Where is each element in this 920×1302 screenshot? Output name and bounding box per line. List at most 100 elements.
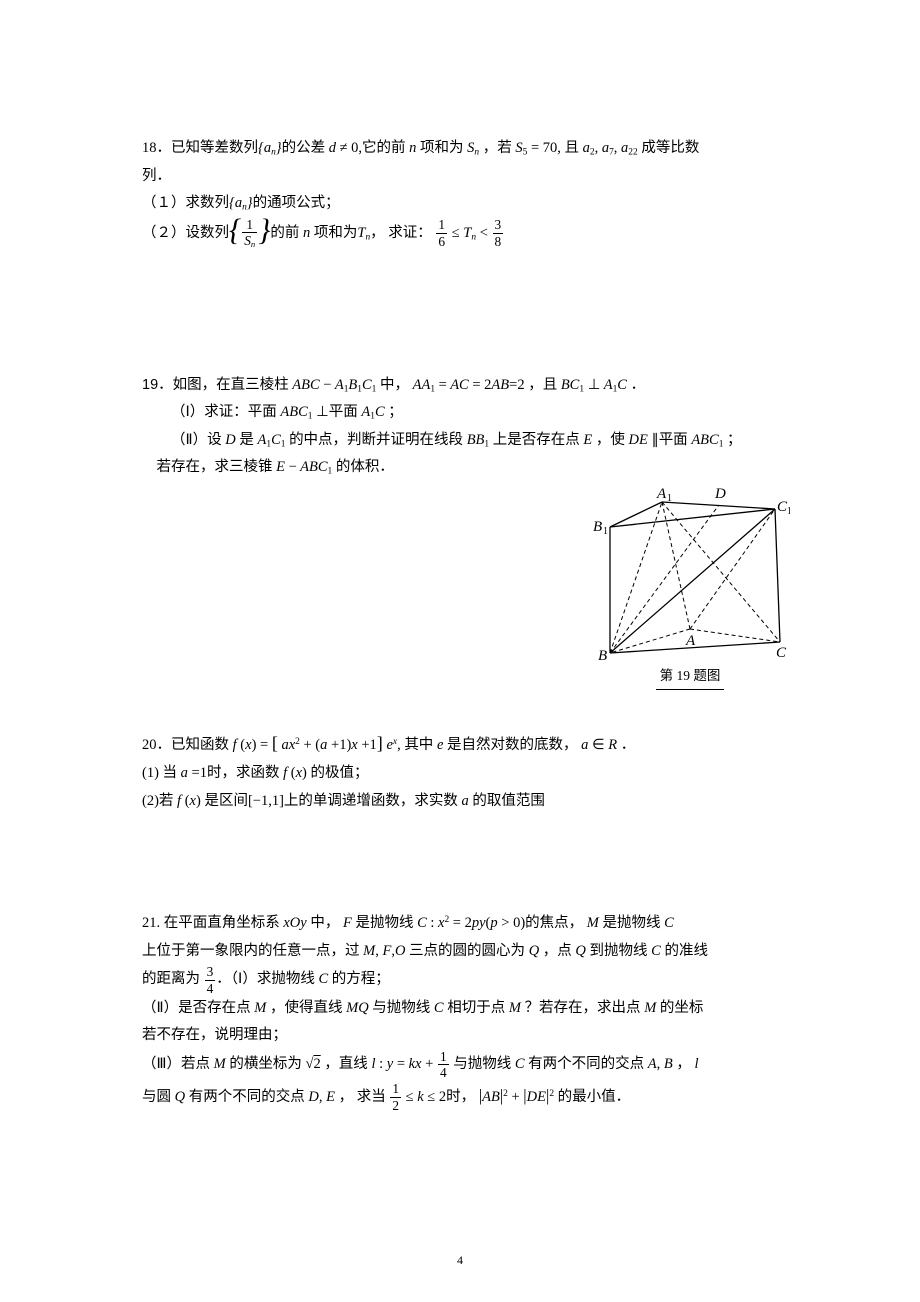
p19-q2d: 上是否存在点	[493, 432, 580, 448]
p21-norms: |AB|2 + |DE|2	[479, 1089, 558, 1105]
p21-q3j: 时，	[446, 1089, 475, 1105]
p21-stem-c: 是抛物线	[355, 915, 413, 931]
p21-C2: C	[648, 943, 665, 959]
problem-21: 21. 在平面直角坐标系 xOy 中， F 是抛物线 C : x2 = 2py(…	[142, 910, 790, 1112]
p20-int: [−1,1]	[248, 793, 284, 809]
p21-parab: C : x2 = 2py(p > 0)	[413, 915, 525, 931]
p21-M3: M	[505, 1000, 524, 1016]
p19-q3b: 的体积．	[336, 459, 394, 475]
p19-perp-sym: ⊥	[316, 404, 329, 420]
p21-q3b: 的横坐标为	[229, 1056, 302, 1072]
p21-M4: M	[641, 1000, 660, 1016]
p21-l2: l	[695, 1056, 699, 1072]
p19-q1a: （Ⅰ）求证：平面	[171, 404, 277, 420]
p21-q2d: 相切于点	[447, 1000, 505, 1016]
p21-q2g: 若不存在，说明理由；	[142, 1022, 790, 1050]
p18-stem-h: 列．	[142, 163, 790, 191]
p21-stem-b: 中，	[310, 915, 339, 931]
p20-num: 20．	[142, 737, 171, 753]
p20-stem-a: 已知函数	[171, 737, 229, 753]
p21-M2: M	[251, 1000, 270, 1016]
p19-A1C: A1C	[358, 404, 388, 420]
p18-q2: （２）设数列	[142, 225, 229, 241]
p19-q2f: ∥平面	[651, 432, 687, 448]
p18-stem-c: 它的前	[362, 140, 406, 156]
p21-xOy: xOy	[280, 915, 311, 931]
p19-q1c: ；	[388, 404, 403, 420]
p18-terms: a2, a7, a22	[579, 140, 641, 156]
p18-q2b: 的前	[270, 225, 299, 241]
p20-a1: a =1	[177, 765, 207, 781]
p21-M5: M	[210, 1056, 229, 1072]
p19-q2g: ；	[727, 432, 742, 448]
figure-19-caption: 第 19 题图	[656, 663, 725, 690]
svg-text:1: 1	[787, 506, 790, 517]
p19-prism: ABC − A1B1C1	[289, 377, 380, 393]
p21-line2e: 的准线	[664, 943, 708, 959]
p21-AB: A, B	[644, 1056, 676, 1072]
p21-q3k: 的最小值．	[558, 1089, 631, 1105]
p20-stem-b: 其中	[404, 737, 433, 753]
p18-stem-g: 成等比数	[641, 140, 699, 156]
p21-sqrt2: √2	[305, 1056, 324, 1072]
p19-ABC1: ABC1	[277, 404, 316, 420]
p19-eq: AA1 = AC = 2AB=2	[413, 377, 529, 393]
page-number: 4	[457, 1249, 463, 1272]
p20-e: e	[433, 737, 447, 753]
p19-perp: BC1 ⊥ A1C	[557, 377, 630, 393]
p20-q2a: 若	[159, 793, 174, 809]
p18-stem-a: 已知等差数列	[171, 140, 258, 156]
p21-C3: C	[315, 971, 332, 987]
p21-q3d: 与抛物线	[453, 1056, 511, 1072]
p18-num: 18．	[142, 140, 171, 156]
p21-C5: C	[511, 1056, 528, 1072]
p21-num: 21.	[142, 915, 164, 931]
p19-num: 19．	[142, 377, 173, 393]
p19-stem-a: 如图，在直三棱柱	[173, 377, 289, 393]
p21-q3f: ，	[676, 1056, 691, 1072]
p19-q2b: 是	[239, 432, 254, 448]
p21-Q: Q	[525, 943, 543, 959]
p21-stem-e: 是抛物线	[603, 915, 661, 931]
p20-fxs2: f (x)	[173, 793, 204, 809]
p18-S5: S5 = 70,	[512, 140, 565, 156]
p20-q2b: 是区间	[204, 793, 248, 809]
p21-line2a: 上位于第一象限内的任意一点，过	[142, 943, 360, 959]
p18-q1b: 的通项公式；	[253, 195, 340, 211]
svg-text:A: A	[656, 487, 667, 502]
p21-line2d: 到抛物线	[590, 943, 648, 959]
p19-stem-c: ，且	[528, 377, 557, 393]
p19-stem-b: 中，	[380, 377, 409, 393]
p18-seq2: {an}	[229, 195, 253, 211]
problem-18: 18．已知等差数列{an}的公差 d ≠ 0,它的前 n 项和为 Sn ，若 S…	[142, 135, 790, 249]
svg-text:B: B	[593, 519, 602, 535]
p20-q2d: 的取值范围	[472, 793, 545, 809]
p19-A1C1: A1C1	[254, 432, 289, 448]
p21-line2b: 三点的圆的圆心为	[409, 943, 525, 959]
p21-q3h: 有两个不同的交点	[189, 1089, 305, 1105]
p21-Q2: Q	[572, 943, 590, 959]
p21-line3b: ．（Ⅰ）求抛物线	[216, 971, 315, 987]
p18-Sn: Sn	[464, 140, 483, 156]
p21-line3c: 的方程；	[332, 971, 390, 987]
p18-n: n	[406, 140, 421, 156]
problem-19: 19．如图，在直三棱柱 ABC − A1B1C1 中， AA1 = AC = 2…	[142, 372, 790, 691]
p20-q1c: 的极值；	[311, 765, 369, 781]
p21-q2b: ，使得直线	[270, 1000, 343, 1016]
p20-fx: f (x) = [ ax2 + (a +1)x +1] ex,	[233, 737, 401, 753]
p19-BB1: BB1	[463, 432, 493, 448]
p21-q3e: 有两个不同的交点	[528, 1056, 644, 1072]
p20-q1a: 当	[163, 765, 178, 781]
p21-C4: C	[430, 1000, 447, 1016]
p18-Tn: Tn	[357, 225, 370, 241]
p18-frac-Sn: {1Sn}	[229, 225, 270, 241]
figure-19: A B C A1 B1 C1 D 第 19 题图	[590, 487, 790, 691]
p20-stem-c: 是自然对数的底数，	[447, 737, 578, 753]
p19-E: E	[580, 432, 596, 448]
p18-stem-b: 的公差	[282, 140, 326, 156]
p21-DE: D, E	[305, 1089, 339, 1105]
p19-stem-d: ．	[631, 377, 646, 393]
p21-M: M	[587, 915, 603, 931]
p18-seq: {an}	[258, 140, 282, 156]
p21-C: C	[661, 915, 674, 931]
